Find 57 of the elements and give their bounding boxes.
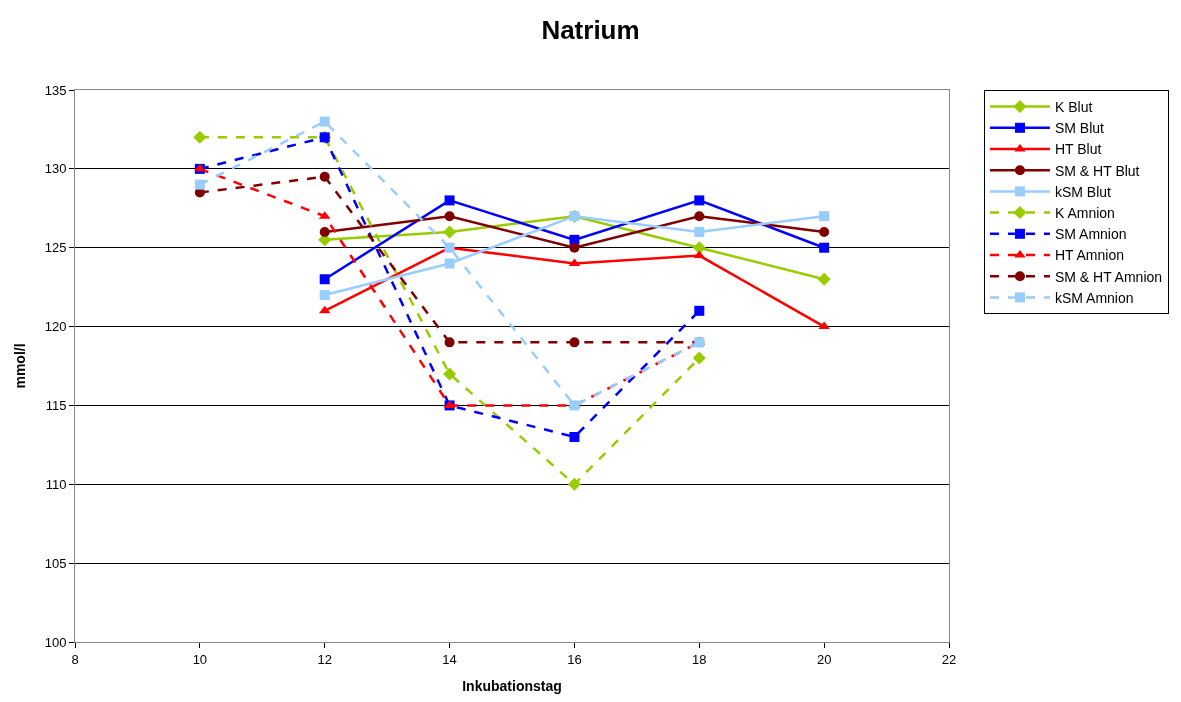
x-tick-label: 14 (442, 651, 457, 667)
x-tick-label: 18 (692, 651, 707, 667)
point (319, 226, 330, 237)
point (567, 477, 581, 491)
x-tick-label: 20 (816, 651, 832, 667)
point (444, 258, 455, 269)
legend-label: SM & HT Amnion (1054, 268, 1163, 285)
x-axis-title: Inkubationstag (462, 677, 562, 694)
y-tick-label: 125 (44, 240, 67, 256)
point (444, 195, 455, 206)
legend-label: kSM Blut (1054, 183, 1112, 200)
x-tick-label: 8 (71, 651, 79, 667)
y-tick-label: 115 (45, 397, 67, 413)
legend-label: kSM Amnion (1054, 289, 1134, 306)
point (694, 226, 705, 237)
point (692, 241, 706, 255)
legend-label: SM & HT Blut (1054, 162, 1140, 179)
point (194, 179, 205, 190)
point (319, 171, 330, 182)
y-axis-title: mmol/l (12, 343, 29, 389)
y-tick-label: 130 (44, 161, 67, 177)
x-tick-label: 10 (192, 651, 208, 667)
x-tick-label: 22 (941, 651, 957, 667)
y-tick-label: 120 (44, 319, 67, 335)
point (692, 351, 706, 365)
y-tick-label: 110 (45, 476, 67, 492)
point (694, 211, 705, 222)
point (443, 225, 457, 239)
point (819, 242, 830, 253)
point (319, 116, 330, 127)
legend-label: HT Blut (1054, 141, 1102, 158)
legend-label: SM Amnion (1054, 226, 1127, 243)
chart-title: Natrium (541, 15, 640, 46)
point (319, 290, 330, 301)
x-tick-label: 12 (317, 651, 332, 667)
y-tick-label: 100 (44, 634, 67, 650)
point (569, 337, 580, 348)
point (818, 321, 830, 330)
point (819, 211, 830, 222)
point (569, 431, 580, 442)
y-tick-label: 135 (44, 82, 67, 98)
point (817, 272, 831, 286)
point (569, 242, 580, 253)
point (819, 226, 830, 237)
point (193, 130, 207, 144)
point (694, 195, 705, 206)
point (443, 367, 457, 381)
point (319, 274, 330, 285)
point (444, 337, 455, 348)
legend-label: SM Blut (1054, 120, 1105, 137)
legend-label: HT Amnion (1054, 247, 1124, 264)
y-tick-label: 105 (44, 555, 67, 571)
x-tick-label: 16 (567, 651, 582, 667)
legend-label: K Blut (1054, 99, 1093, 116)
point (444, 211, 455, 222)
point (694, 305, 705, 316)
legend-label: K Amnion (1054, 205, 1115, 222)
